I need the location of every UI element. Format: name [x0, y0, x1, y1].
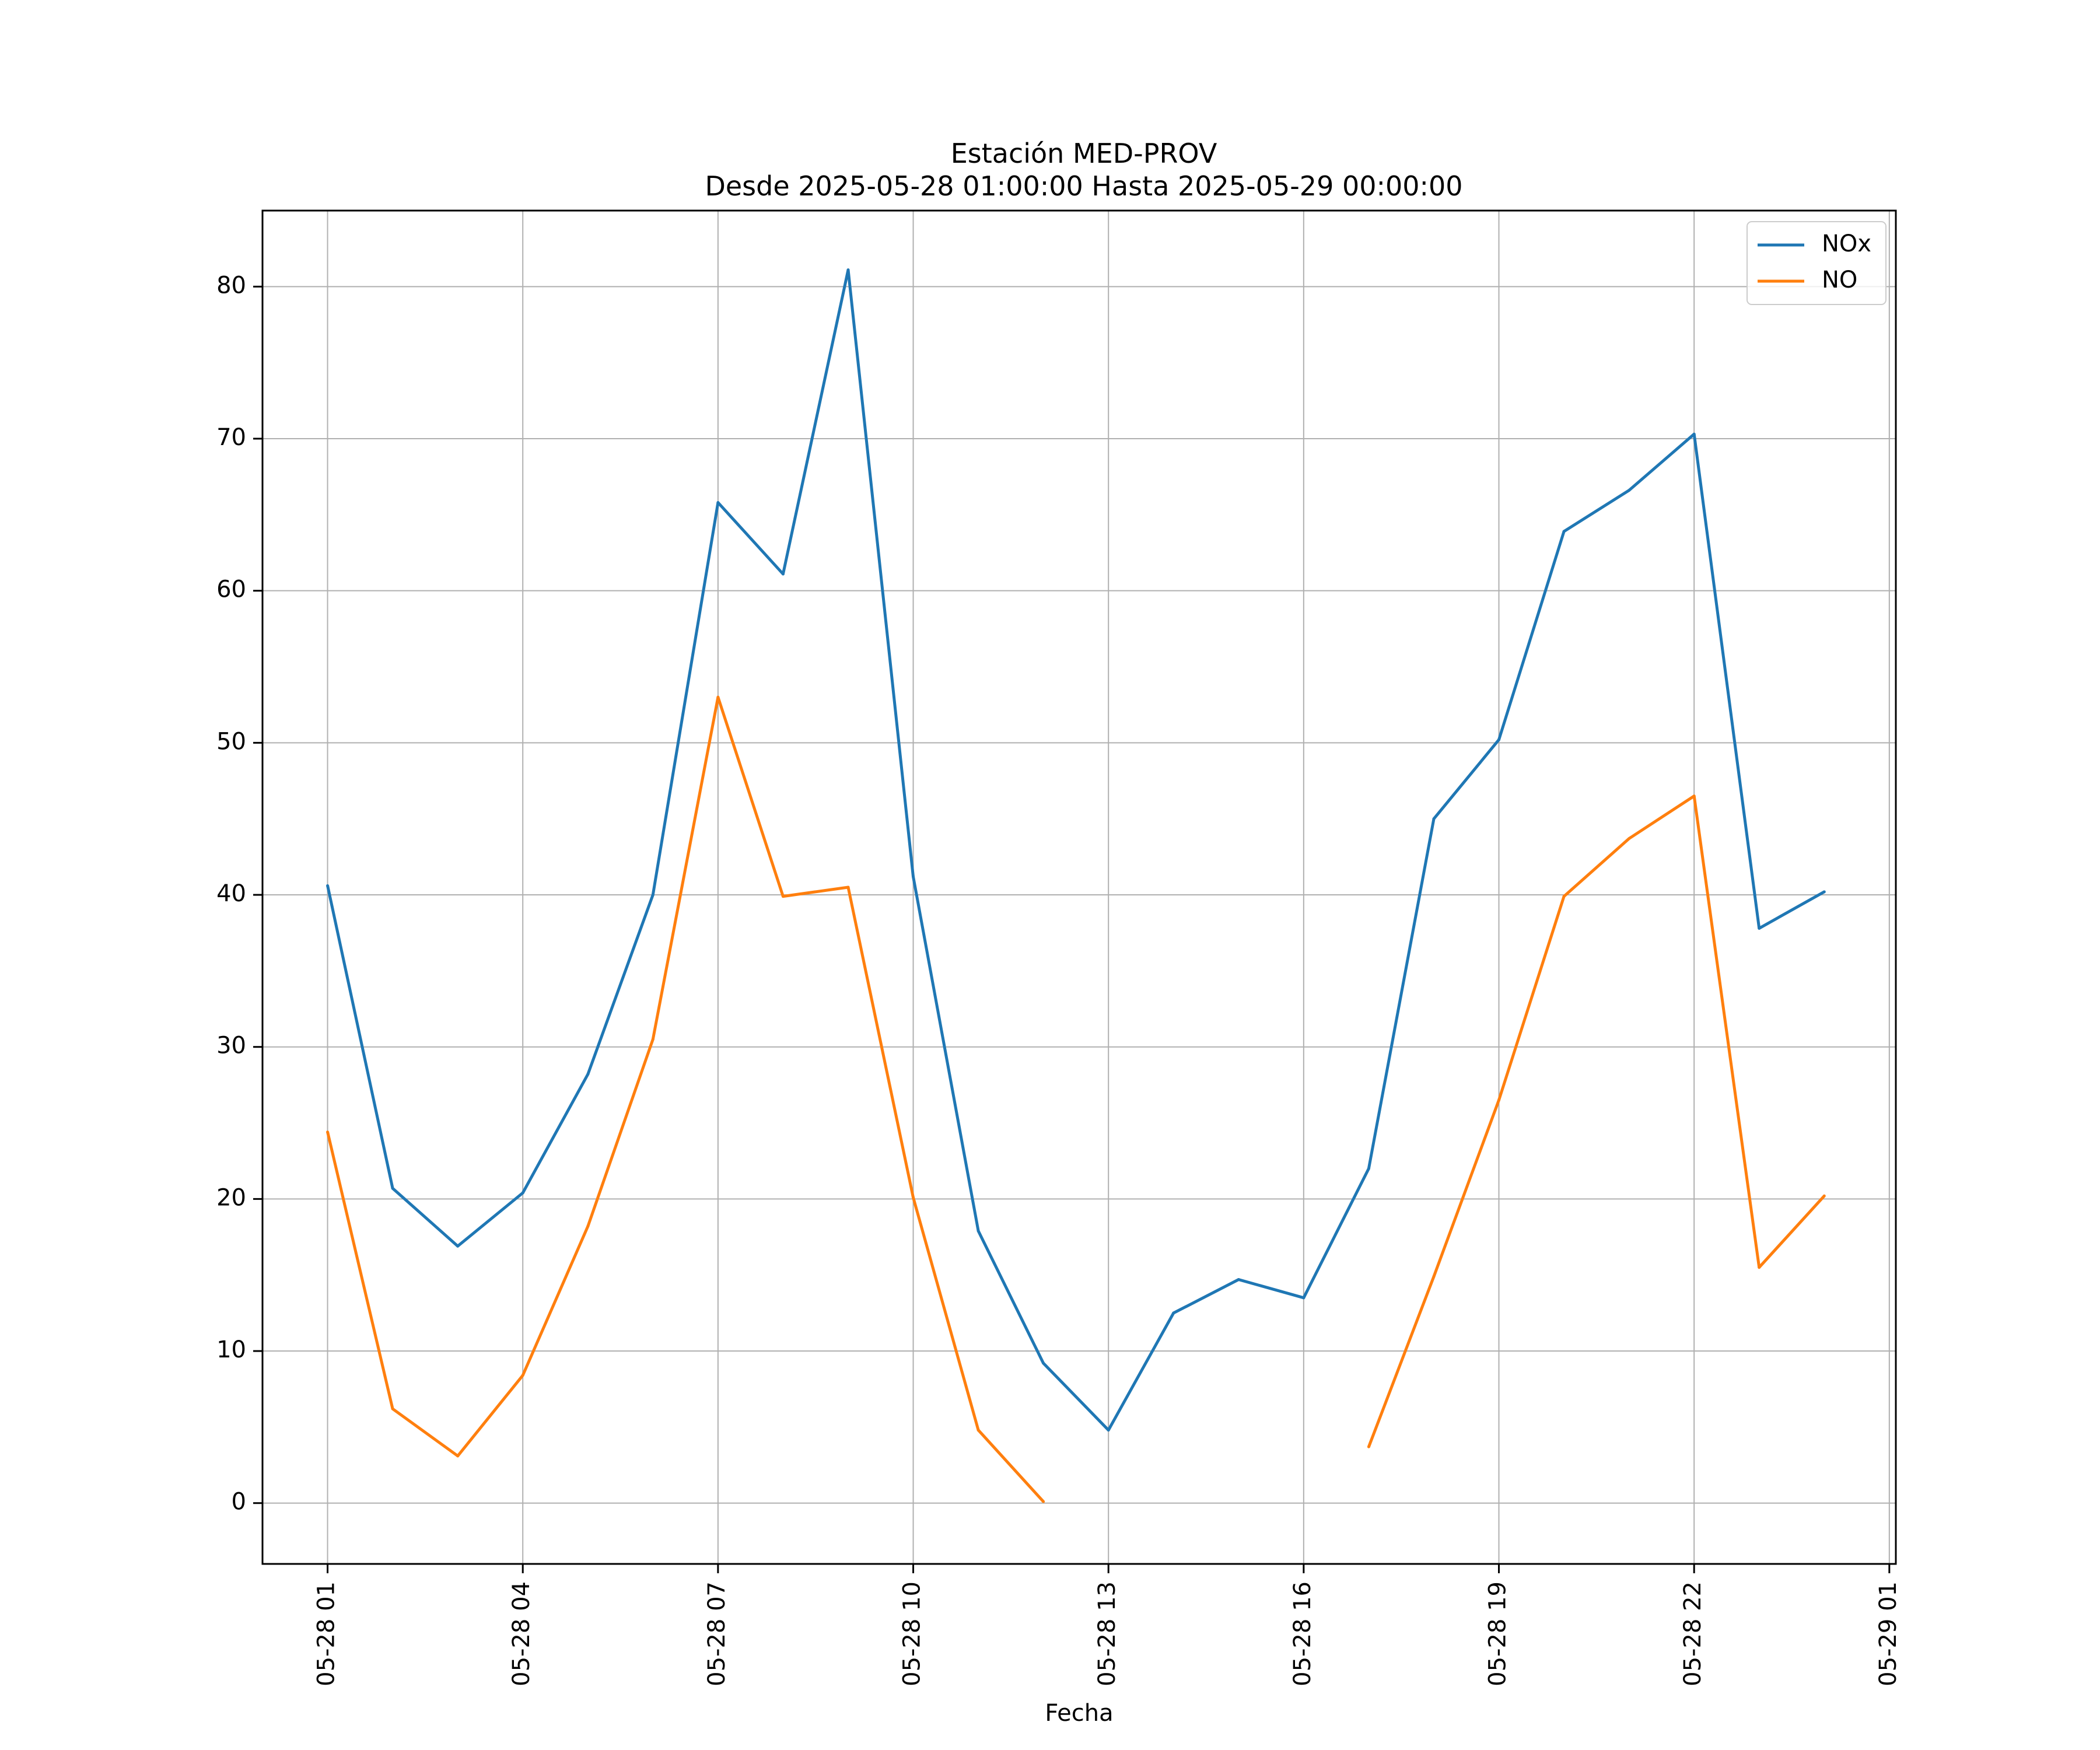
x-tick-label: 05-28 01 [313, 1581, 340, 1686]
data-point [1172, 1311, 1175, 1315]
y-tick-label: 40 [216, 880, 246, 907]
data-point [1692, 432, 1696, 436]
data-point [1758, 1266, 1761, 1269]
y-tick-label: 50 [216, 728, 246, 755]
plot-frame [261, 209, 1897, 1565]
series-layer [326, 268, 1826, 1503]
data-point [1302, 1296, 1306, 1300]
data-point [912, 1196, 915, 1199]
data-point [1628, 489, 1631, 492]
data-point [781, 895, 785, 898]
legend: NOx NO [1746, 221, 1887, 305]
x-tick-label: 05-28 10 [899, 1581, 926, 1686]
y-tick-label: 10 [216, 1336, 246, 1363]
data-point [1497, 738, 1501, 741]
data-point [781, 572, 785, 576]
data-point [521, 1374, 524, 1377]
data-point [1432, 817, 1436, 821]
y-tick-label: 60 [216, 576, 246, 603]
data-point [456, 1454, 460, 1458]
data-point [651, 1038, 654, 1041]
data-point [1367, 1167, 1370, 1170]
data-point [1822, 1194, 1826, 1198]
data-point [1562, 530, 1566, 533]
data-point [586, 1224, 590, 1228]
legend-box [1746, 221, 1887, 305]
x-tick-label: 05-28 07 [704, 1581, 730, 1686]
data-point [521, 1191, 524, 1195]
series-line [326, 695, 1045, 1503]
series-nox [326, 268, 1826, 1432]
y-tick-label: 70 [216, 424, 246, 451]
data-point [1042, 1362, 1045, 1365]
series-line [1367, 794, 1826, 1448]
x-tick-label: 05-28 04 [508, 1581, 535, 1686]
x-tick-label: 05-28 16 [1289, 1581, 1316, 1686]
data-point [326, 1130, 330, 1134]
data-point [912, 875, 915, 878]
y-tick-label: 80 [216, 272, 246, 299]
data-point [1497, 1098, 1501, 1102]
data-point [977, 1229, 980, 1233]
data-point [716, 501, 720, 504]
data-point [391, 1407, 394, 1410]
data-point [716, 695, 720, 699]
data-point [1692, 794, 1696, 798]
data-point [1237, 1278, 1240, 1282]
data-point [1628, 837, 1631, 841]
series-line [326, 268, 1825, 1432]
data-point [586, 1073, 590, 1076]
data-point [1107, 1429, 1110, 1432]
data-point [651, 893, 654, 897]
data-point [391, 1186, 394, 1190]
x-axis: 05-28 01 05-28 04 05-28 07 05-28 10 05-28 13… [313, 1564, 1902, 1686]
data-point [1758, 926, 1761, 930]
data-point [326, 884, 330, 887]
y-tick-label: 20 [216, 1184, 246, 1211]
x-tick-label: 05-28 19 [1485, 1581, 1511, 1686]
data-point [1432, 1275, 1436, 1278]
x-axis-label: Fecha [1045, 1700, 1113, 1727]
chart-subtitle: Desde 2025-05-28 01:00:00 Hasta 2025-05-… [705, 170, 1462, 202]
x-tick-label: 05-28 13 [1094, 1581, 1121, 1686]
data-point [977, 1429, 980, 1432]
data-point [1367, 1445, 1370, 1448]
chart-title: Estación MED-PROV [951, 138, 1217, 169]
x-tick-label: 05-28 22 [1679, 1581, 1706, 1686]
data-point [846, 268, 850, 272]
y-axis: 0 10 20 30 40 50 60 70 80 [216, 272, 262, 1516]
grid [262, 211, 1896, 1564]
data-point [456, 1244, 460, 1248]
series-no [326, 695, 1826, 1503]
legend-label: NOx [1822, 230, 1871, 257]
y-tick-label: 0 [232, 1489, 246, 1516]
data-point [1042, 1500, 1045, 1503]
x-tick-label: 05-29 01 [1875, 1581, 1902, 1686]
data-point [1562, 895, 1566, 898]
data-point [1822, 890, 1826, 894]
y-tick-label: 30 [216, 1032, 246, 1059]
legend-label: NO [1822, 267, 1857, 293]
data-point [846, 886, 850, 889]
